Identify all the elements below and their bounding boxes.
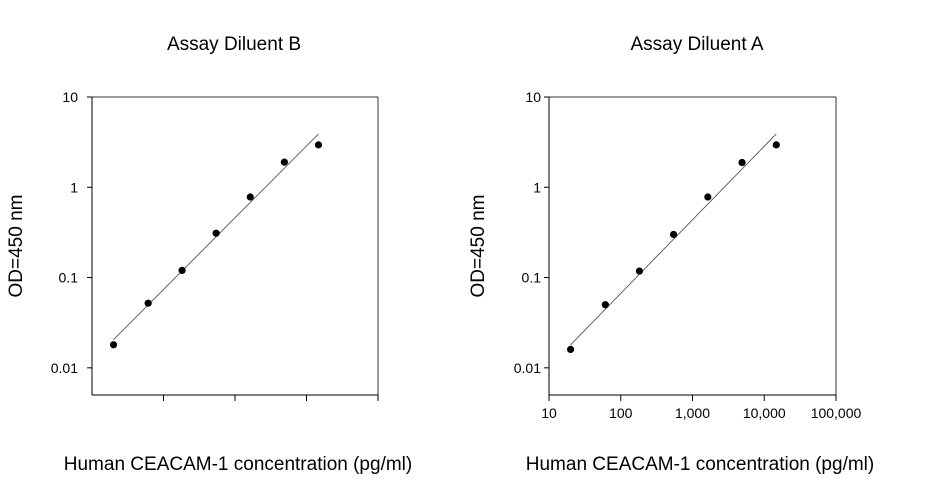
y-tick-label: 0.1 <box>59 270 79 286</box>
fit-line <box>570 133 777 346</box>
data-point <box>314 141 323 149</box>
x-tick-label: 100 <box>609 405 633 421</box>
data-point <box>212 229 220 237</box>
y-tick-label: 10 <box>62 89 78 105</box>
data-point <box>178 266 186 275</box>
chart-title: Assay Diluent A <box>630 34 763 55</box>
x-tick-label: 10 <box>541 405 557 421</box>
data-point <box>738 158 746 167</box>
y-tick-label: 1 <box>70 179 78 195</box>
data-point <box>144 299 152 307</box>
chart-panel-diluent-a: Assay Diluent A 0.01 0.1 1 10 10 100 1,000 10,00… <box>468 34 874 475</box>
x-axis-label: Human CEACAM-1 concentration (pg/ml) <box>526 454 874 475</box>
y-tick-label: 1 <box>533 179 541 195</box>
y-tick-label: 0.1 <box>522 270 542 286</box>
chart-title: Assay Diluent B <box>167 34 301 55</box>
y-tick-label: 0.01 <box>51 360 78 376</box>
fit-line <box>113 133 319 340</box>
data-point <box>566 345 575 353</box>
y-tick-label: 10 <box>525 89 541 105</box>
x-tick-label: 100,000 <box>811 405 862 421</box>
data-point <box>772 141 780 149</box>
data-point <box>669 230 678 239</box>
data-point <box>704 193 712 201</box>
y-axis-label: OD=450 nm <box>6 195 27 298</box>
data-point <box>109 341 118 349</box>
x-tick-label: 10,000 <box>743 405 786 421</box>
data-point <box>246 193 254 201</box>
data-point <box>601 301 609 309</box>
y-tick-label: 0.01 <box>514 360 541 376</box>
y-axis-label: OD=450 nm <box>468 195 489 298</box>
chart-panel-diluent-b: Assay Diluent B 0.01 0.1 1 10 OD=450 nm Human … <box>6 34 412 475</box>
data-point <box>635 267 644 275</box>
x-axis-label: Human CEACAM-1 concentration (pg/ml) <box>64 454 412 475</box>
x-tick-label: 1,000 <box>675 405 710 421</box>
data-point <box>280 158 288 166</box>
